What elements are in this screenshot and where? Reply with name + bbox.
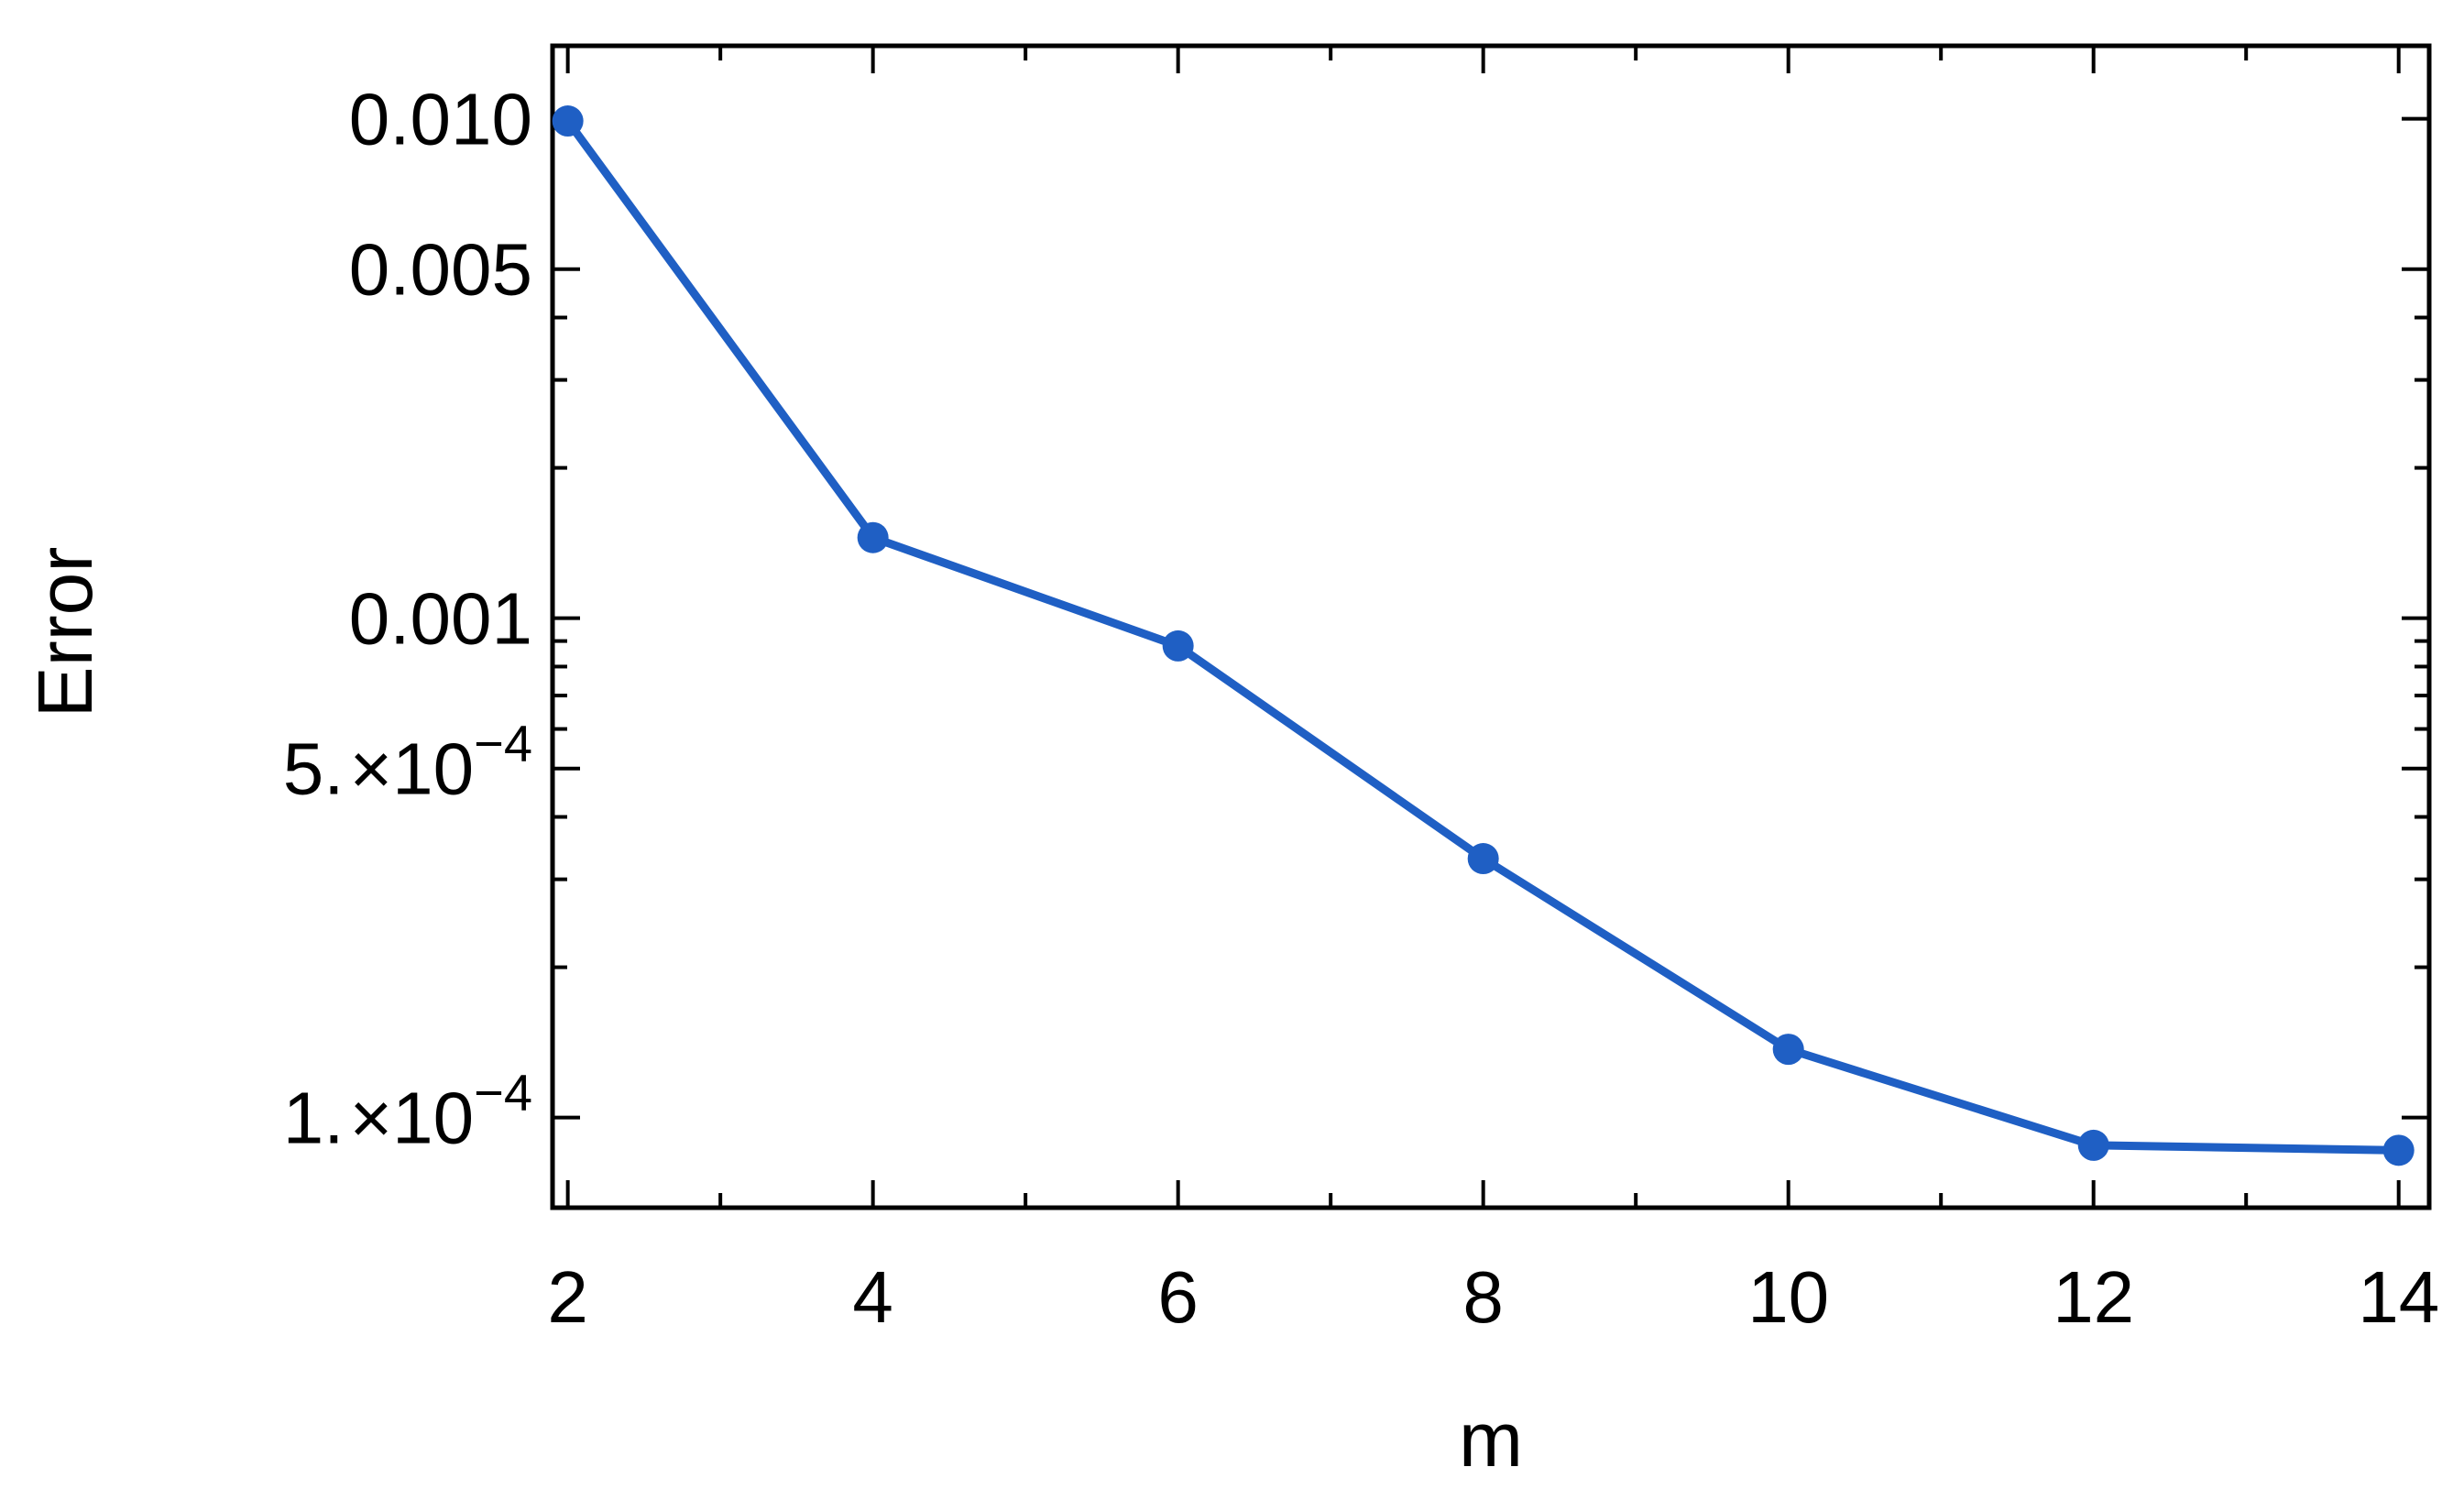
x-tick-label: 4	[852, 1256, 893, 1338]
x-axis-label: m	[1459, 1396, 1523, 1483]
data-point	[1467, 843, 1499, 875]
data-point	[2382, 1134, 2415, 1166]
x-tick-label: 10	[1747, 1256, 1829, 1338]
data-point	[857, 521, 889, 553]
x-tick-label: 2	[547, 1256, 588, 1338]
data-point	[1772, 1034, 1804, 1066]
y-axis-ticks: 0.010 0.005 0.001 5.×10−4 1.×10−4	[283, 79, 2429, 1159]
y-tick-label: 5.×10−4	[283, 715, 532, 810]
data-point	[2077, 1129, 2109, 1161]
x-tick-label: 12	[2053, 1256, 2134, 1338]
data-point	[1162, 630, 1194, 662]
y-axis-label: Error	[22, 547, 108, 718]
series-line	[564, 116, 2404, 1155]
x-tick-label: 6	[1157, 1256, 1199, 1338]
y-tick-label: 1.×10−4	[283, 1064, 532, 1159]
y-tick-label: 0.010	[349, 79, 532, 160]
x-tick-label: 8	[1462, 1256, 1504, 1338]
y-tick-label: 0.001	[349, 578, 532, 660]
series-layer	[552, 105, 2415, 1166]
plot-frame	[550, 43, 2432, 1210]
x-axis-ticks: 2 4 6 8 10 12 14	[547, 46, 2439, 1338]
x-tick-label: 14	[2358, 1256, 2439, 1338]
data-point	[552, 105, 584, 137]
y-tick-label: 0.005	[349, 229, 532, 311]
